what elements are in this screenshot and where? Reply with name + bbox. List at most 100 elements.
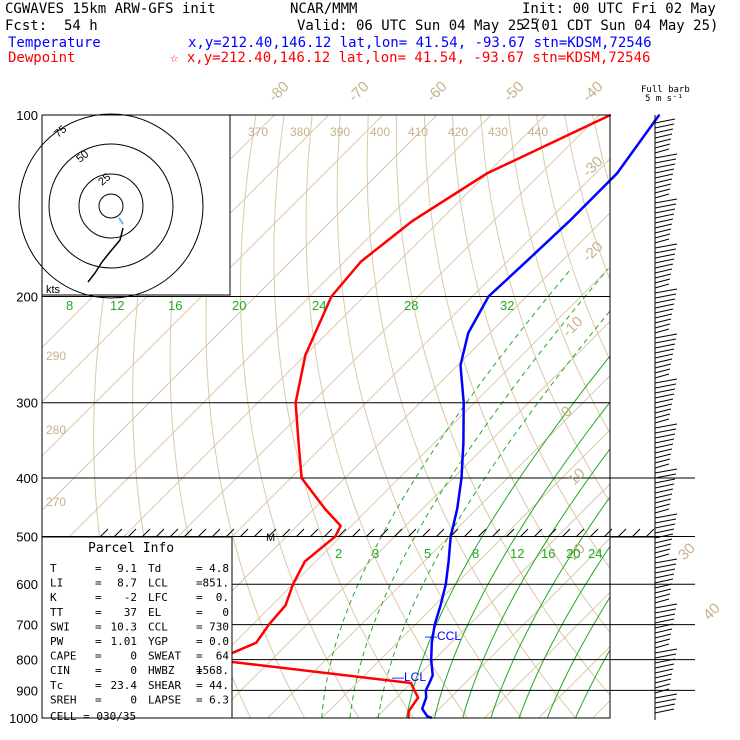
wind-barb — [654, 663, 675, 669]
mixing-ratio-line — [490, 496, 610, 718]
dewpoint-point — [324, 508, 326, 510]
wind-barb — [654, 378, 678, 384]
mixing-ratio-label: 20 — [566, 546, 580, 561]
dry-adiabat-line — [479, 115, 610, 504]
wind-barb — [654, 373, 670, 379]
pressure-tick-label: 100 — [16, 108, 38, 123]
parcel-eq: = — [196, 606, 203, 619]
dry-adiabat-line — [205, 115, 306, 718]
pressure-tick-label: 400 — [16, 471, 38, 486]
theta-label: 420 — [448, 125, 468, 139]
dewpoint-legend: Dewpoint — [8, 50, 76, 66]
wind-barb — [654, 478, 676, 484]
dry-adiabat-line — [564, 115, 610, 281]
mixing-ratio-label: 8 — [472, 546, 479, 561]
melting-hatch — [645, 528, 655, 538]
isotherm-line — [42, 115, 438, 511]
mixing-ratio-label: 3 — [372, 546, 379, 561]
wind-barb — [654, 473, 677, 479]
melting-hatch — [239, 528, 249, 538]
parcel-key: TT — [50, 606, 64, 619]
temperature-point — [430, 658, 432, 661]
wind-barb — [654, 388, 676, 394]
wind-barb — [654, 223, 673, 229]
temperature-point — [426, 715, 428, 717]
pressure-tick-label: 700 — [16, 618, 38, 633]
melting-hatch — [575, 528, 585, 538]
theta-label: 280 — [46, 423, 66, 437]
wind-barb — [654, 428, 677, 434]
wind-barb — [654, 133, 673, 139]
melting-hatch — [519, 528, 529, 538]
parcel-value: 9.1 — [117, 562, 137, 575]
isotherm-line — [158, 266, 610, 718]
melting-hatch — [99, 528, 109, 538]
melting-hatch — [155, 528, 165, 538]
wind-barb — [654, 493, 673, 499]
dewpoint-point — [360, 260, 362, 263]
mixing-ratio-line — [575, 648, 610, 718]
melting-hatch — [309, 528, 319, 538]
wind-barb — [654, 603, 678, 609]
wind-barb — [654, 578, 674, 584]
dewpoint-point — [486, 172, 488, 175]
wind-barb — [654, 558, 678, 564]
melting-hatch — [127, 528, 137, 538]
wind-barb — [654, 243, 678, 249]
wind-barb — [654, 613, 676, 619]
valid-label: Valid: 06 UTC Sun 04 May 25 (01 CDT Sun … — [297, 18, 719, 34]
parcel-key: LFC — [148, 591, 168, 604]
wind-barb — [654, 193, 670, 199]
parcel-key: Td — [148, 562, 161, 575]
wind-barb — [654, 273, 672, 279]
isotherm-line — [267, 374, 610, 718]
wind-barb — [654, 238, 670, 244]
pressure-tick-label: 800 — [16, 653, 38, 668]
parcel-eq: = — [95, 620, 102, 633]
mixing-ratio-label: 12 — [510, 546, 524, 561]
melting-hatch — [169, 528, 179, 538]
wind-barb — [654, 338, 677, 344]
melting-hatch — [379, 528, 389, 538]
temperature-point — [467, 332, 469, 334]
melting-hatch — [337, 528, 347, 538]
temperature-point — [487, 295, 490, 298]
theta-label: 440 — [528, 125, 548, 139]
parcel-eq: = — [196, 635, 203, 648]
wind-barb — [654, 528, 675, 534]
mixing-ratio-label: 20 — [232, 298, 246, 313]
parcel-eq: = — [196, 693, 203, 706]
parcel-value: 1.01 — [111, 635, 138, 648]
wind-barb — [654, 253, 676, 259]
melting-hatch — [407, 528, 417, 538]
wind-barb — [654, 308, 674, 314]
parcel-value: 0.0 — [209, 635, 229, 648]
parcel-eq: = — [95, 679, 102, 692]
wind-barb — [654, 138, 672, 144]
wind-barb — [654, 303, 675, 309]
parcel-value: 44. — [209, 679, 229, 692]
dry-adiabat-line — [677, 115, 740, 718]
mixing-ratio-line — [405, 355, 610, 718]
isotherm-line — [213, 320, 610, 718]
parcel-key: LAPSE — [148, 693, 181, 706]
wind-barb — [654, 398, 674, 404]
melting-hatch — [463, 528, 473, 538]
wind-barb — [654, 368, 671, 374]
wind-barb — [654, 403, 673, 409]
wind-barb — [654, 328, 670, 334]
wind-barb — [654, 673, 673, 679]
parcel-key: Tc — [50, 679, 63, 692]
theta-label: 430 — [488, 125, 508, 139]
dry-adiabat-line — [366, 115, 577, 718]
parcel-eq: = — [95, 606, 102, 619]
wind-barb — [654, 503, 671, 509]
hodograph-ring — [18, 113, 204, 299]
wind-barb — [654, 298, 676, 304]
wind-barb — [654, 568, 676, 574]
hodograph-trace — [87, 227, 124, 283]
dewpoint-point — [410, 682, 412, 684]
mixing-ratio-label: 16 — [168, 298, 182, 313]
wind-barb — [654, 158, 677, 164]
isotherm-line — [375, 483, 610, 718]
